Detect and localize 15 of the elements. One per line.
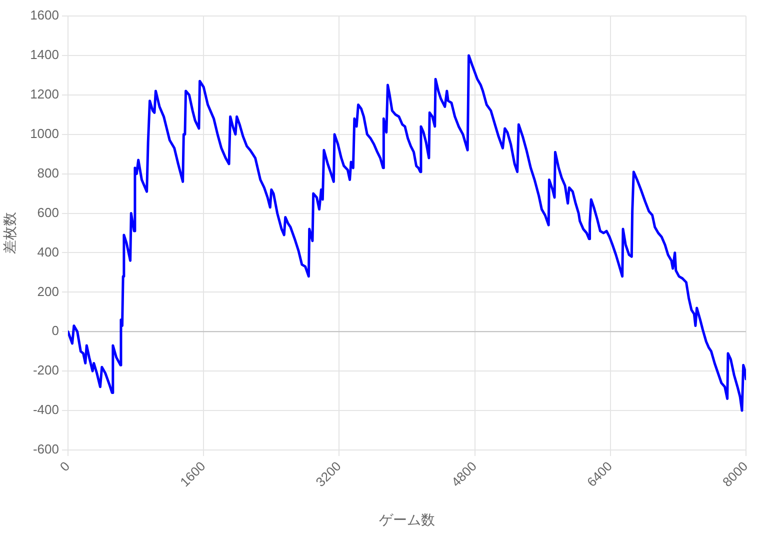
- x-axis-title: ゲーム数: [378, 511, 435, 528]
- x-tick-label: 0: [56, 458, 73, 474]
- y-tick-label: 1200: [30, 86, 59, 102]
- y-tick-label: 1400: [30, 47, 59, 62]
- y-tick-label: 1000: [30, 126, 59, 141]
- y-tick-label: 0: [52, 323, 59, 338]
- y-tick-label: -600: [32, 442, 59, 457]
- y-tick-label: 800: [37, 165, 59, 180]
- y-axis-title: 差枚数: [1, 212, 18, 254]
- y-tick-label: -200: [32, 362, 59, 378]
- y-tick-label: 600: [37, 204, 59, 220]
- y-tick-label: 1600: [30, 8, 59, 23]
- y-tick-label: 200: [37, 284, 59, 299]
- y-tick-label: -400: [32, 402, 59, 418]
- y-tick-label: 400: [37, 244, 59, 260]
